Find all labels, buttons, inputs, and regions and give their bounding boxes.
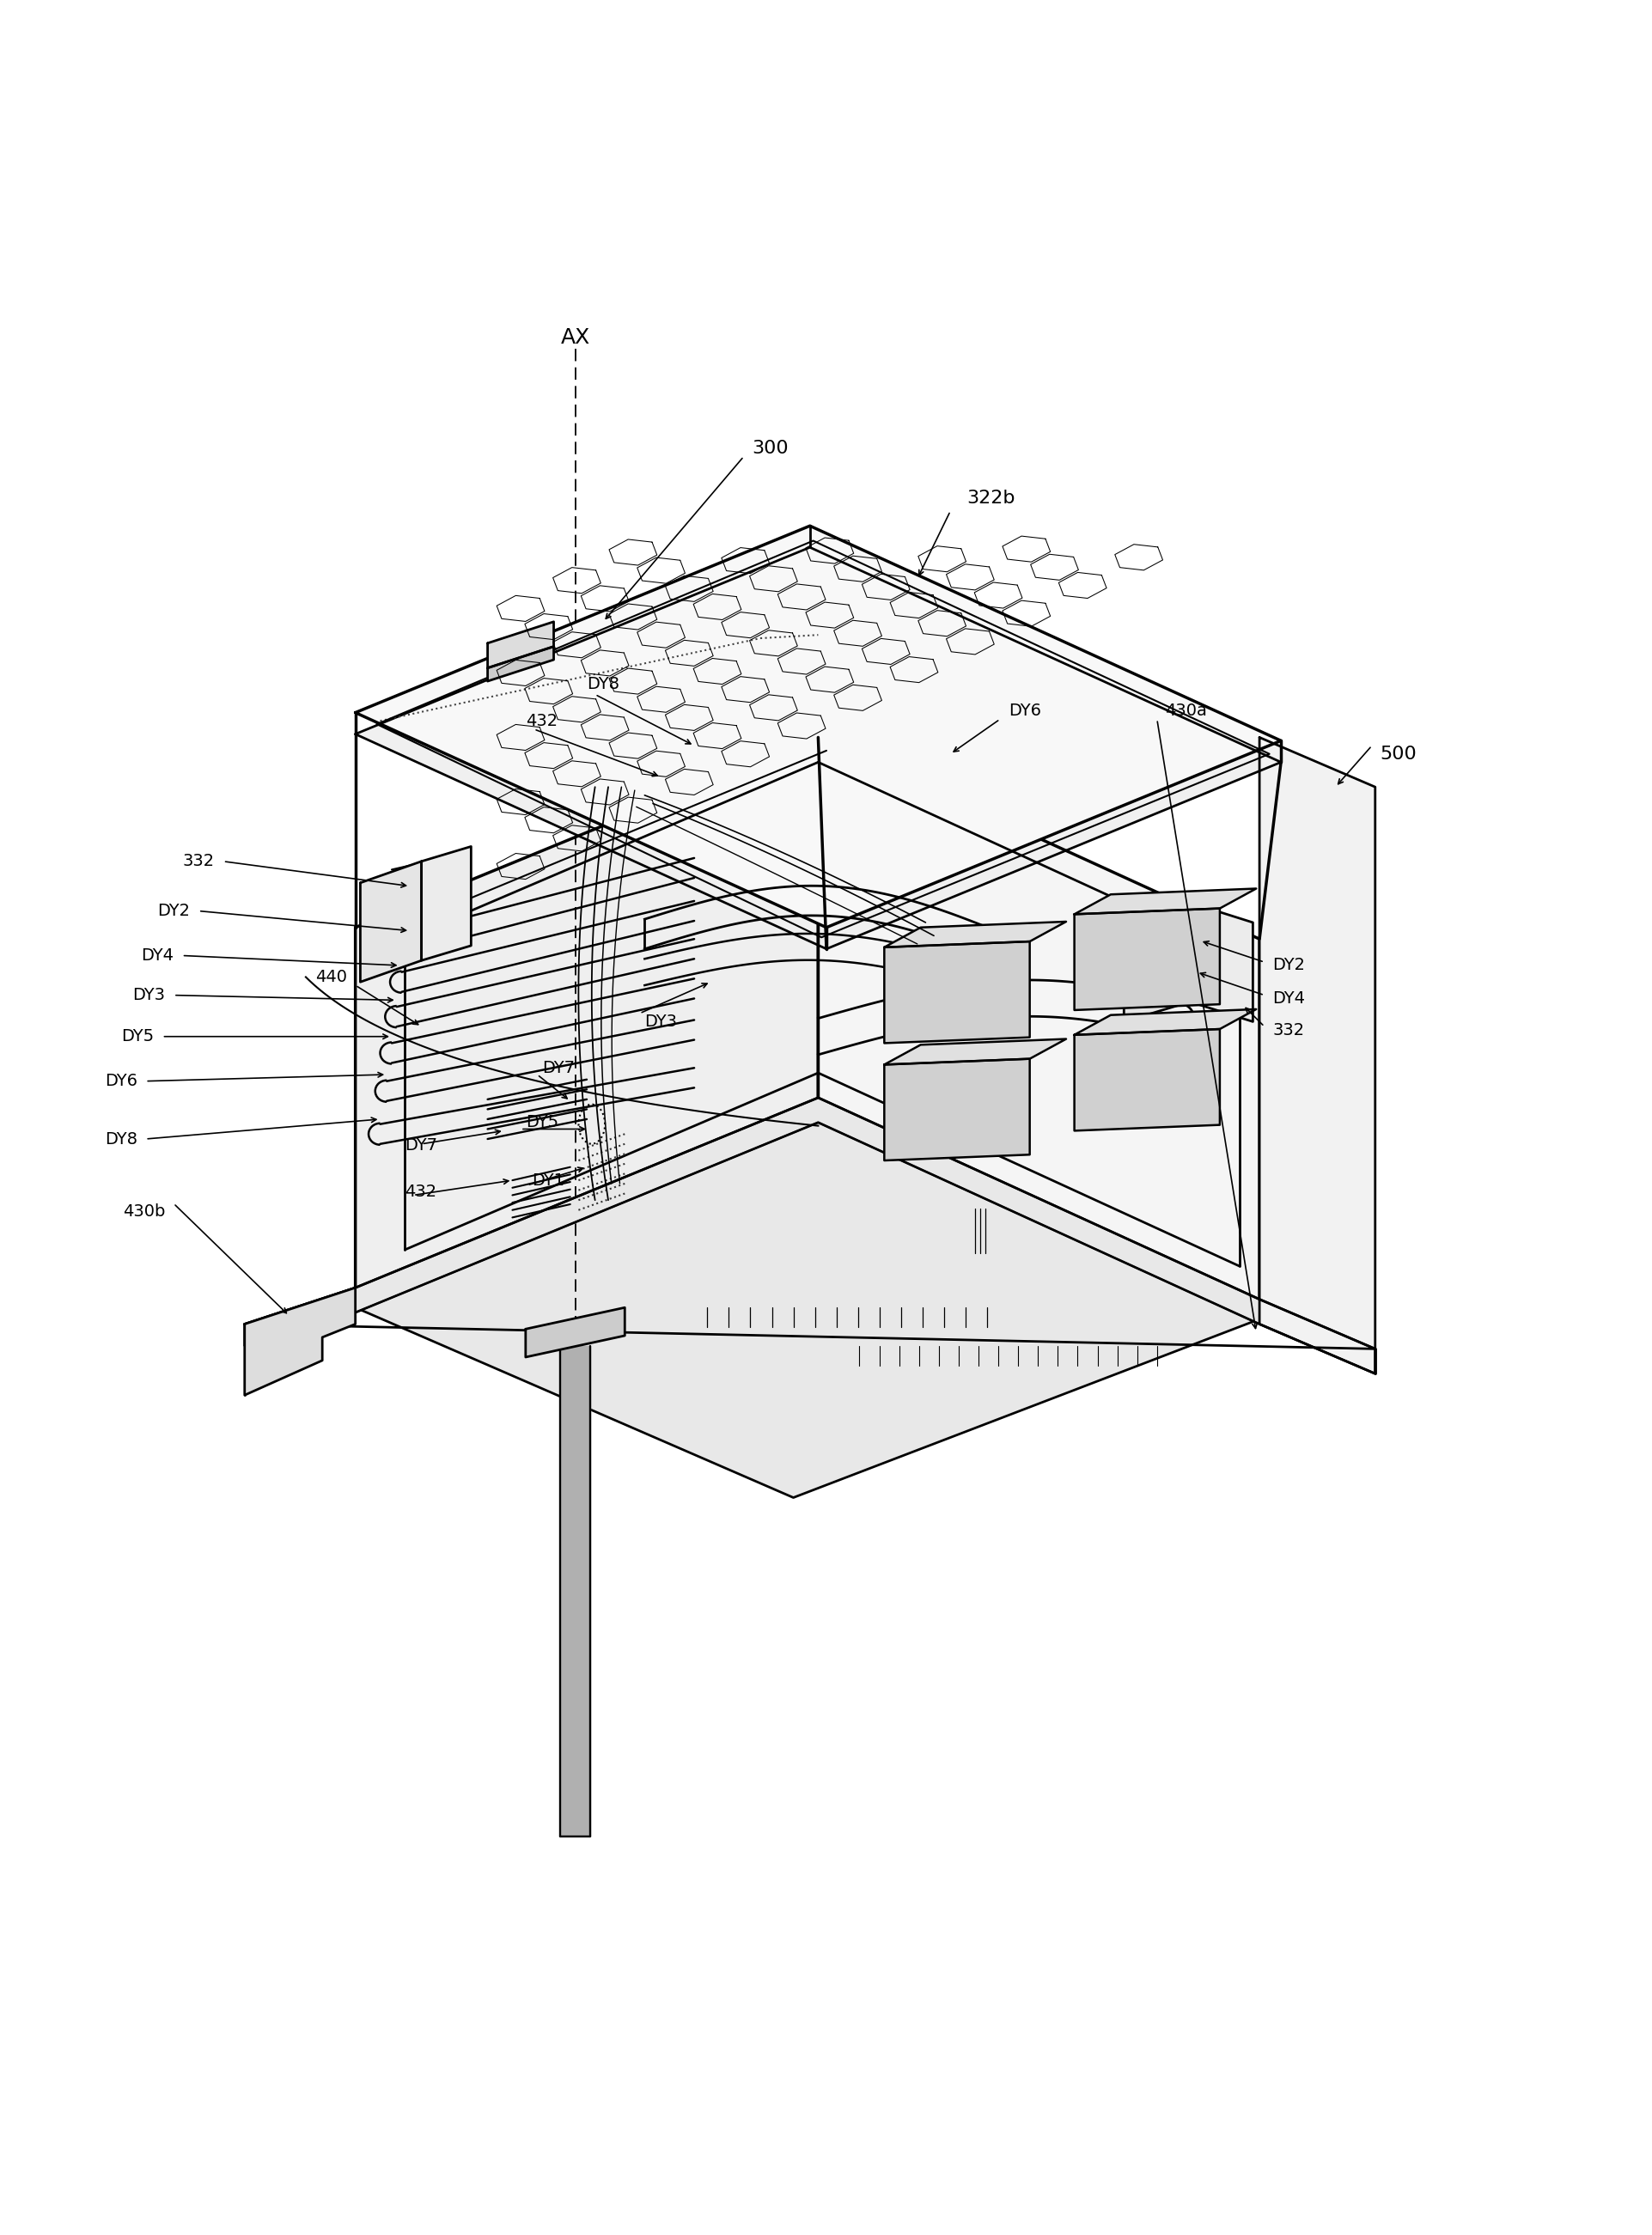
Polygon shape	[244, 1287, 355, 1395]
Polygon shape	[1074, 907, 1219, 1010]
Polygon shape	[487, 621, 553, 668]
Text: DY6: DY6	[104, 1073, 137, 1088]
Text: DY7: DY7	[542, 1059, 575, 1075]
Text: 500: 500	[1379, 744, 1416, 762]
Polygon shape	[355, 525, 1280, 928]
Text: AX: AX	[560, 326, 590, 349]
Polygon shape	[355, 548, 1280, 950]
Polygon shape	[1074, 1028, 1219, 1131]
Polygon shape	[1123, 903, 1189, 1021]
Text: DY5: DY5	[525, 1115, 558, 1131]
Text: DY8: DY8	[104, 1131, 137, 1147]
Text: DY4: DY4	[140, 948, 173, 963]
Polygon shape	[884, 921, 1066, 948]
Polygon shape	[1259, 738, 1374, 1375]
Polygon shape	[360, 860, 421, 981]
Polygon shape	[487, 646, 553, 682]
Text: DY8: DY8	[586, 677, 620, 693]
Polygon shape	[1074, 1010, 1256, 1035]
Text: DY2: DY2	[157, 903, 190, 919]
Polygon shape	[525, 1307, 624, 1357]
Polygon shape	[244, 1097, 1374, 1375]
Polygon shape	[355, 738, 818, 1307]
Text: 332: 332	[1272, 1021, 1303, 1037]
Text: 432: 432	[525, 713, 557, 729]
Text: 430a: 430a	[1165, 702, 1206, 720]
Polygon shape	[884, 1059, 1029, 1160]
Text: 440: 440	[316, 968, 347, 986]
Polygon shape	[560, 1345, 590, 1837]
Text: 430b: 430b	[122, 1202, 165, 1220]
Text: 322b: 322b	[966, 489, 1014, 507]
Text: DY3: DY3	[132, 988, 165, 1004]
Polygon shape	[1074, 890, 1256, 914]
Text: 432: 432	[405, 1185, 436, 1200]
Text: 300: 300	[752, 440, 788, 456]
Polygon shape	[884, 941, 1029, 1044]
Text: DY7: DY7	[405, 1138, 438, 1153]
Text: DY2: DY2	[1272, 957, 1305, 974]
Text: DY1: DY1	[532, 1171, 565, 1189]
Polygon shape	[818, 738, 1259, 1319]
Polygon shape	[355, 1118, 1259, 1497]
Text: DY3: DY3	[644, 1012, 677, 1030]
Polygon shape	[421, 847, 471, 961]
Text: DY5: DY5	[121, 1028, 154, 1044]
Text: DY4: DY4	[1272, 990, 1305, 1006]
Polygon shape	[1189, 903, 1252, 1021]
Text: 332: 332	[183, 854, 215, 869]
Polygon shape	[884, 1039, 1066, 1064]
Text: DY6: DY6	[1008, 702, 1041, 720]
